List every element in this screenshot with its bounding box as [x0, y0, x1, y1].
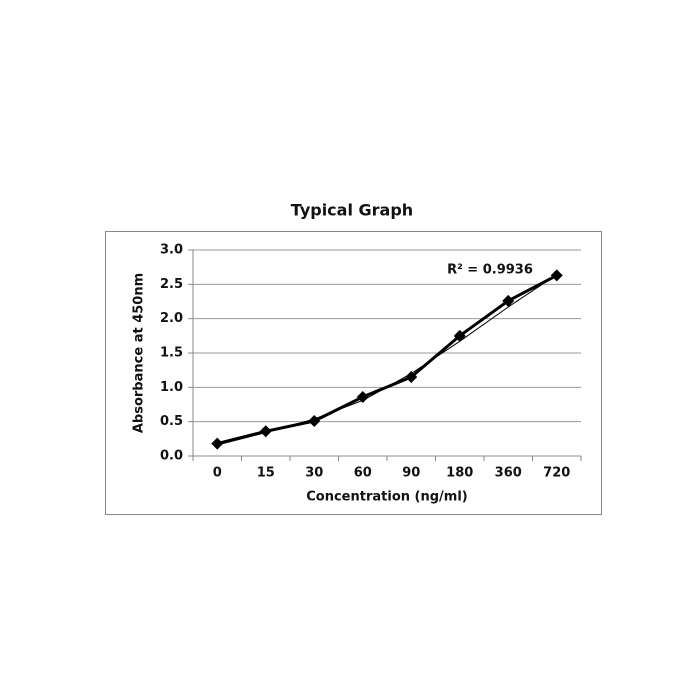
x-tick-label: 720: [543, 466, 570, 481]
data-marker: [211, 437, 224, 450]
y-tick-label: 0.5: [160, 414, 183, 429]
y-tick-label: 0.0: [160, 449, 183, 464]
r-squared-annotation: R² = 0.9936: [447, 263, 533, 278]
x-tick-label: 90: [402, 466, 420, 481]
trendline: [217, 274, 558, 446]
x-tick-label: 360: [495, 466, 522, 481]
data-marker: [550, 269, 563, 282]
x-tick-label: 180: [446, 466, 473, 481]
chart-frame: [105, 231, 602, 515]
data-marker: [405, 371, 418, 384]
y-tick-label: 1.5: [160, 346, 183, 361]
y-tick-label: 2.5: [160, 277, 183, 292]
x-tick-label: 30: [305, 466, 323, 481]
x-tick-label: 15: [257, 466, 275, 481]
y-axis-label: Absorbance at 450nm: [132, 273, 147, 433]
y-tick-label: 1.0: [160, 380, 183, 395]
chart-title: Typical Graph: [291, 201, 413, 220]
y-tick-label: 2.0: [160, 311, 183, 326]
x-tick-label: 0: [213, 466, 222, 481]
data-marker: [259, 425, 272, 438]
data-marker: [502, 294, 515, 307]
data-marker: [356, 390, 369, 403]
y-tick-label: 3.0: [160, 243, 183, 258]
x-axis-label: Concentration (ng/ml): [306, 490, 467, 505]
data-marker: [453, 329, 466, 342]
x-tick-label: 60: [354, 466, 372, 481]
data-marker: [308, 414, 321, 427]
